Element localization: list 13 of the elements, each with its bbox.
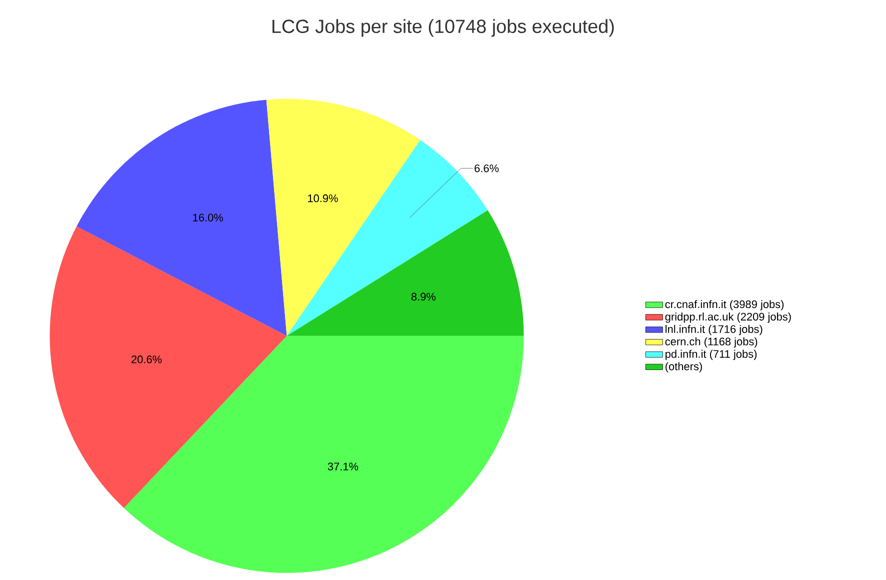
data-label: 6.6% bbox=[474, 164, 499, 172]
data-label: 8.9% bbox=[411, 292, 436, 301]
data-label: 16.0% bbox=[193, 214, 223, 222]
chart-title: LCG Jobs per site (10748 jobs executed) bbox=[272, 19, 614, 37]
legend-label: pd.infn.it (711 jobs) bbox=[666, 350, 757, 360]
legend-label: lnl.infn.it (1716 jobs) bbox=[666, 324, 762, 336]
data-label: 10.9% bbox=[308, 194, 338, 202]
data-label: 37.1% bbox=[328, 462, 358, 470]
data-label: 20.6% bbox=[132, 356, 162, 364]
legend-label: (others) bbox=[666, 362, 702, 372]
legend-label: cern.ch (1168 jobs) bbox=[665, 337, 758, 348]
legend-label: gridpp.rl.ac.uk (2209 jobs) bbox=[665, 312, 791, 323]
legend-label: cr.cnaf.infn.it (3989 jobs) bbox=[665, 300, 784, 310]
